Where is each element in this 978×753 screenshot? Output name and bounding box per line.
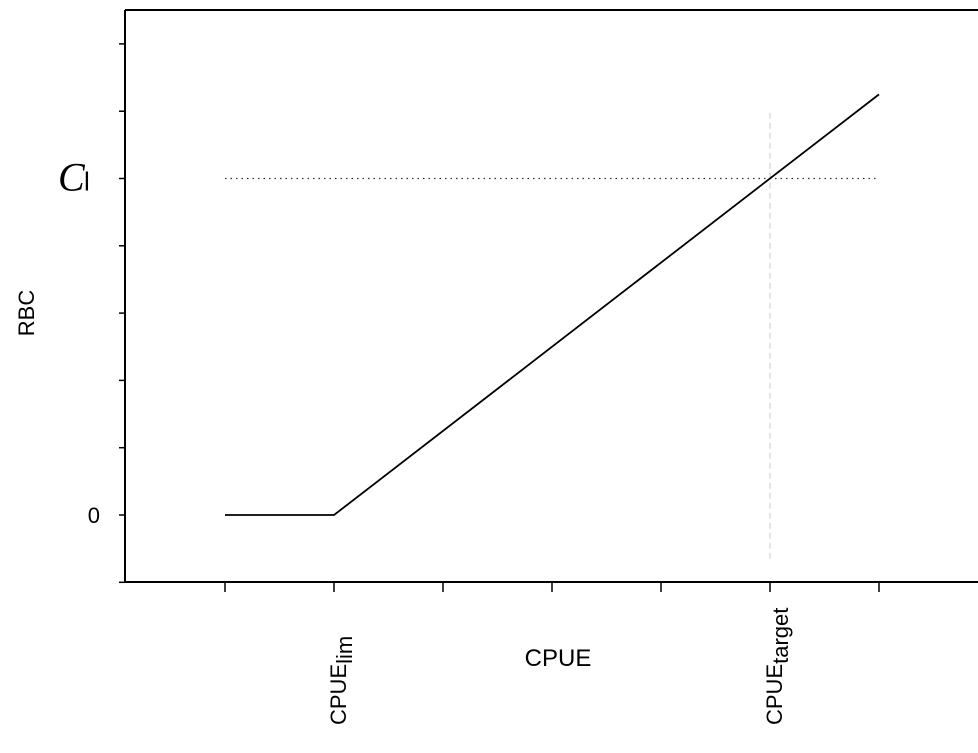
x-tick-label-main: CPUE xyxy=(762,664,787,725)
x-axis-title: CPUE xyxy=(525,645,592,672)
x-tick-label: CPUElim xyxy=(326,636,357,725)
reference-lines xyxy=(225,111,879,559)
y-tick-label-cl-l: l xyxy=(84,167,90,197)
axes xyxy=(119,9,978,592)
x-tick-label-sub: target xyxy=(768,608,793,664)
y-axis-title: RBC xyxy=(14,290,39,337)
y-tick-label: 0 xyxy=(88,503,100,528)
y-tick-label-cl-c: C xyxy=(58,155,86,200)
x-tick-label: CPUEtarget xyxy=(762,608,793,725)
x-tick-label-sub: lim xyxy=(332,636,357,664)
hcr-line xyxy=(225,93,880,516)
x-tick-label-main: CPUE xyxy=(326,664,351,725)
data-lines xyxy=(225,93,880,516)
